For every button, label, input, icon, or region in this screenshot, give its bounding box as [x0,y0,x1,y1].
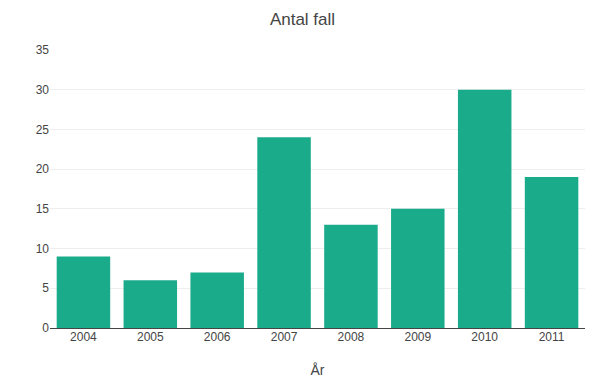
svg-text:2004: 2004 [70,330,97,344]
svg-text:2005: 2005 [137,330,164,344]
svg-text:35: 35 [36,43,50,57]
svg-text:20: 20 [36,162,50,176]
svg-text:2011: 2011 [539,330,565,344]
svg-text:2006: 2006 [204,330,231,344]
svg-text:15: 15 [36,202,50,216]
svg-text:2009: 2009 [404,330,431,344]
svg-text:2007: 2007 [271,330,298,344]
svg-text:2008: 2008 [338,330,365,344]
svg-text:0: 0 [42,321,49,335]
svg-text:2010: 2010 [471,330,498,344]
svg-text:År: År [311,362,325,378]
svg-text:Antal fall: Antal fall [270,10,335,29]
svg-text:30: 30 [36,83,50,97]
svg-text:10: 10 [36,242,50,256]
svg-text:25: 25 [36,123,50,137]
svg-text:5: 5 [42,281,49,295]
